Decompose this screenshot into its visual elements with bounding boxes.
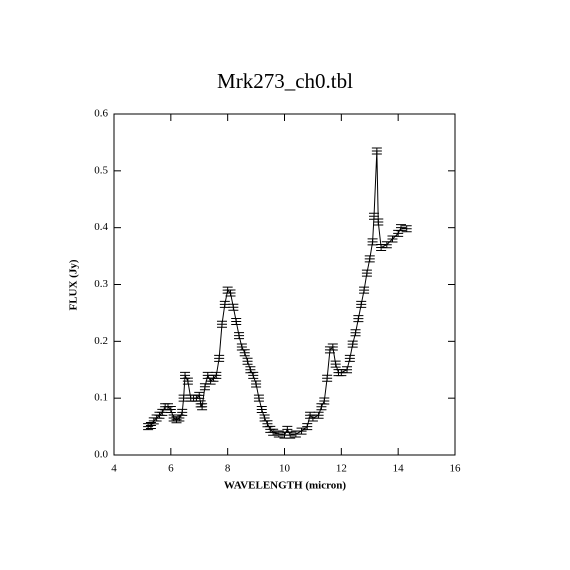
data-point — [327, 343, 338, 351]
data-point — [371, 147, 382, 155]
data-point — [356, 300, 367, 308]
y-axis-label: FLUX (Jy) — [68, 259, 80, 310]
data-point — [268, 428, 279, 436]
data-point — [313, 411, 324, 419]
data-point — [376, 244, 387, 252]
data-point — [396, 224, 407, 232]
data-point — [199, 383, 210, 391]
data-point — [143, 423, 154, 431]
x-tick-label: 10 — [279, 463, 291, 475]
data-point — [285, 431, 296, 439]
x-tick-label: 12 — [336, 463, 347, 475]
data-point — [401, 225, 412, 233]
data-point — [350, 329, 361, 337]
data-point — [171, 416, 182, 424]
data-point — [177, 408, 188, 416]
data-point — [234, 332, 245, 340]
x-tick-label: 8 — [225, 463, 231, 475]
x-axis-label: WAVELENGTH (micron) — [224, 480, 346, 492]
data-point — [367, 238, 378, 246]
data-point — [145, 421, 156, 429]
chart-title: Mrk273_ch0.tbl — [217, 69, 353, 93]
data-point — [319, 397, 330, 405]
data-point — [347, 340, 358, 348]
data-point — [239, 349, 250, 357]
x-tick-label: 16 — [450, 463, 462, 475]
data-point — [273, 430, 284, 438]
data-point — [387, 235, 398, 243]
data-point — [197, 403, 208, 411]
data-point — [228, 303, 239, 311]
y-tick-label: 0.6 — [94, 108, 108, 120]
data-point — [256, 406, 267, 414]
data-point — [216, 320, 227, 328]
data-point — [253, 394, 264, 402]
y-tick-label: 0.1 — [94, 392, 108, 404]
data-point — [165, 406, 176, 414]
data-point — [219, 300, 230, 308]
x-tick-label: 4 — [111, 463, 117, 475]
data-point — [373, 218, 384, 226]
x-tick-label: 14 — [393, 463, 405, 475]
y-tick-label: 0.5 — [94, 164, 108, 176]
data-point — [182, 377, 193, 385]
data-point — [211, 371, 222, 379]
y-tick-label: 0.2 — [94, 335, 108, 347]
data-point — [248, 371, 259, 379]
data-point — [214, 354, 225, 362]
data-point — [194, 391, 205, 399]
y-tick-label: 0.4 — [94, 221, 108, 233]
data-point — [296, 427, 307, 435]
data-point — [342, 366, 353, 374]
data-point — [336, 369, 347, 377]
y-tick-label: 0.0 — [94, 449, 108, 461]
data-point — [225, 289, 236, 297]
data-point — [364, 255, 375, 263]
data-point — [242, 357, 253, 365]
data-point — [361, 269, 372, 277]
data-point — [359, 286, 370, 294]
data-point — [322, 374, 333, 382]
data-point — [251, 380, 262, 388]
data-point — [381, 241, 392, 249]
y-tick-label: 0.3 — [94, 278, 108, 290]
data-point — [353, 315, 364, 323]
data-point — [330, 360, 341, 368]
data-point — [168, 414, 179, 422]
data-point — [307, 414, 318, 422]
x-tick-label: 6 — [168, 463, 174, 475]
data-point — [302, 423, 313, 431]
data-point — [178, 394, 189, 402]
data-point — [231, 317, 242, 325]
data-point — [344, 354, 355, 362]
data-point — [290, 430, 301, 438]
